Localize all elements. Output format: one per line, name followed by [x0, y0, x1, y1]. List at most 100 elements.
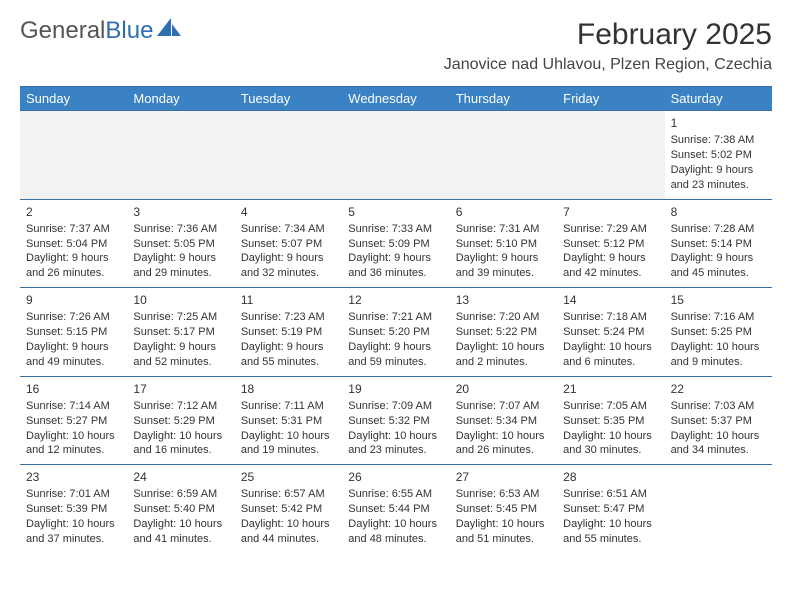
header: GeneralBlue February 2025 Janovice nad U… — [20, 18, 772, 78]
daylight-text: Daylight: 9 hours and 55 minutes. — [241, 340, 336, 370]
calendar-cell: 18Sunrise: 7:11 AMSunset: 5:31 PMDayligh… — [235, 376, 342, 465]
calendar-cell: 4Sunrise: 7:34 AMSunset: 5:07 PMDaylight… — [235, 199, 342, 288]
sunrise-text: Sunrise: 7:38 AM — [671, 133, 766, 148]
day-number: 22 — [671, 381, 766, 397]
day-number: 10 — [133, 292, 228, 308]
weekday-monday: Monday — [127, 87, 234, 110]
day-number: 3 — [133, 204, 228, 220]
sunset-text: Sunset: 5:07 PM — [241, 237, 336, 252]
calendar-cell: 3Sunrise: 7:36 AMSunset: 5:05 PMDaylight… — [127, 199, 234, 288]
daylight-text: Daylight: 10 hours and 6 minutes. — [563, 340, 658, 370]
daylight-text: Daylight: 10 hours and 2 minutes. — [456, 340, 551, 370]
calendar-blank-cell — [557, 110, 664, 199]
sunrise-text: Sunrise: 7:01 AM — [26, 487, 121, 502]
sunset-text: Sunset: 5:12 PM — [563, 237, 658, 252]
sunrise-text: Sunrise: 7:14 AM — [26, 399, 121, 414]
calendar-cell: 6 Sunrise: 7:31 AMSunset: 5:10 PMDaylight… — [450, 199, 557, 288]
sunset-text: Sunset: 5:35 PM — [563, 414, 658, 429]
daylight-text: Daylight: 10 hours and 41 minutes. — [133, 517, 228, 547]
calendar-cell: 12Sunrise: 7:21 AMSunset: 5:20 PMDayligh… — [342, 287, 449, 376]
daylight-text: Daylight: 10 hours and 26 minutes. — [456, 429, 551, 459]
day-number: 28 — [563, 469, 658, 485]
daylight-text: Daylight: 10 hours and 9 minutes. — [671, 340, 766, 370]
logo-text-general: General — [20, 19, 105, 43]
sunrise-text: Sunrise: 7:05 AM — [563, 399, 658, 414]
sunrise-text: Sunrise: 7:03 AM — [671, 399, 766, 414]
daylight-text: Daylight: 10 hours and 23 minutes. — [348, 429, 443, 459]
daylight-text: Daylight: 9 hours and 49 minutes. — [26, 340, 121, 370]
day-number: 23 — [26, 469, 121, 485]
sunrise-text: Sunrise: 7:11 AM — [241, 399, 336, 414]
weekday-wednesday: Wednesday — [342, 87, 449, 110]
calendar-grid: 1 Sunrise: 7:38 AMSunset: 5:02 PM Daylight… — [20, 110, 772, 553]
daylight-text: Daylight: 10 hours and 30 minutes. — [563, 429, 658, 459]
daylight-text: Daylight: 10 hours and 55 minutes. — [563, 517, 658, 547]
calendar-cell: 23Sunrise: 7:01 AMSunset: 5:39 PMDayligh… — [20, 464, 127, 553]
daylight-text: Daylight: 9 hours and 45 minutes. — [671, 251, 766, 281]
day-number: 6 — [456, 204, 551, 220]
sunset-text: Sunset: 5:40 PM — [133, 502, 228, 517]
calendar-blank-cell — [342, 110, 449, 199]
day-number: 18 — [241, 381, 336, 397]
calendar-cell: 28 Sunrise: 6:51 AMSunset: 5:47 PMDayligh… — [557, 464, 664, 553]
weekday-saturday: Saturday — [665, 87, 772, 110]
daylight-text: Daylight: 10 hours and 51 minutes. — [456, 517, 551, 547]
sunset-text: Sunset: 5:47 PM — [563, 502, 658, 517]
sunset-text: Sunset: 5:02 PM — [671, 148, 766, 163]
daylight-text: Daylight: 9 hours and 32 minutes. — [241, 251, 336, 281]
calendar-cell: 19Sunrise: 7:09 AMSunset: 5:32 PMDayligh… — [342, 376, 449, 465]
sunrise-text: Sunrise: 7:29 AM — [563, 222, 658, 237]
daylight-text: Daylight: 9 hours and 39 minutes. — [456, 251, 551, 281]
day-number: 14 — [563, 292, 658, 308]
sunrise-text: Sunrise: 7:34 AM — [241, 222, 336, 237]
calendar-cell: 17Sunrise: 7:12 AMSunset: 5:29 PMDayligh… — [127, 376, 234, 465]
sunrise-text: Sunrise: 7:18 AM — [563, 310, 658, 325]
sunrise-text: Sunrise: 6:51 AM — [563, 487, 658, 502]
day-number: 15 — [671, 292, 766, 308]
daylight-text: Daylight: 10 hours and 19 minutes. — [241, 429, 336, 459]
sunset-text: Sunset: 5:05 PM — [133, 237, 228, 252]
calendar-cell: 22Sunrise: 7:03 AMSunset: 5:37 PMDayligh… — [665, 376, 772, 465]
sunrise-text: Sunrise: 7:20 AM — [456, 310, 551, 325]
sunset-text: Sunset: 5:20 PM — [348, 325, 443, 340]
calendar-blank-cell — [235, 110, 342, 199]
location-text: Janovice nad Uhlavou, Plzen Region, Czec… — [444, 56, 772, 74]
sunset-text: Sunset: 5:45 PM — [456, 502, 551, 517]
weekday-sunday: Sunday — [20, 87, 127, 110]
sunrise-text: Sunrise: 6:53 AM — [456, 487, 551, 502]
sunset-text: Sunset: 5:24 PM — [563, 325, 658, 340]
calendar-cell: 27 Sunrise: 6:53 AMSunset: 5:45 PMDayligh… — [450, 464, 557, 553]
sunrise-text: Sunrise: 6:57 AM — [241, 487, 336, 502]
day-number: 1 — [671, 115, 766, 131]
day-number: 20 — [456, 381, 551, 397]
calendar-cell: 2Sunrise: 7:37 AMSunset: 5:04 PMDaylight… — [20, 199, 127, 288]
sunset-text: Sunset: 5:44 PM — [348, 502, 443, 517]
day-number: 13 — [456, 292, 551, 308]
day-number: 27 — [456, 469, 551, 485]
day-number: 26 — [348, 469, 443, 485]
sunset-text: Sunset: 5:10 PM — [456, 237, 551, 252]
calendar-blank-cell — [20, 110, 127, 199]
day-number: 11 — [241, 292, 336, 308]
calendar-blank-cell — [127, 110, 234, 199]
sunrise-text: Sunrise: 7:28 AM — [671, 222, 766, 237]
calendar-cell: 11Sunrise: 7:23 AMSunset: 5:19 PMDayligh… — [235, 287, 342, 376]
sunset-text: Sunset: 5:39 PM — [26, 502, 121, 517]
calendar-cell: 26Sunrise: 6:55 AMSunset: 5:44 PMDayligh… — [342, 464, 449, 553]
daylight-text: Daylight: 10 hours and 44 minutes. — [241, 517, 336, 547]
daylight-text: Daylight: 10 hours and 48 minutes. — [348, 517, 443, 547]
calendar-cell: 20Sunrise: 7:07 AMSunset: 5:34 PMDayligh… — [450, 376, 557, 465]
sunrise-text: Sunrise: 7:23 AM — [241, 310, 336, 325]
calendar-cell: 8Sunrise: 7:28 AMSunset: 5:14 PMDaylight… — [665, 199, 772, 288]
daylight-text: Daylight: 10 hours and 16 minutes. — [133, 429, 228, 459]
calendar-cell: 21 Sunrise: 7:05 AMSunset: 5:35 PMDayligh… — [557, 376, 664, 465]
sunrise-text: Sunrise: 6:59 AM — [133, 487, 228, 502]
daylight-text: Daylight: 9 hours and 52 minutes. — [133, 340, 228, 370]
daylight-text: Daylight: 9 hours and 59 minutes. — [348, 340, 443, 370]
logo-text-blue: Blue — [105, 19, 153, 43]
sunrise-text: Sunrise: 7:36 AM — [133, 222, 228, 237]
day-number: 21 — [563, 381, 658, 397]
daylight-text: Daylight: 10 hours and 34 minutes. — [671, 429, 766, 459]
sunrise-text: Sunrise: 7:31 AM — [456, 222, 551, 237]
calendar-cell: 13Sunrise: 7:20 AMSunset: 5:22 PMDayligh… — [450, 287, 557, 376]
